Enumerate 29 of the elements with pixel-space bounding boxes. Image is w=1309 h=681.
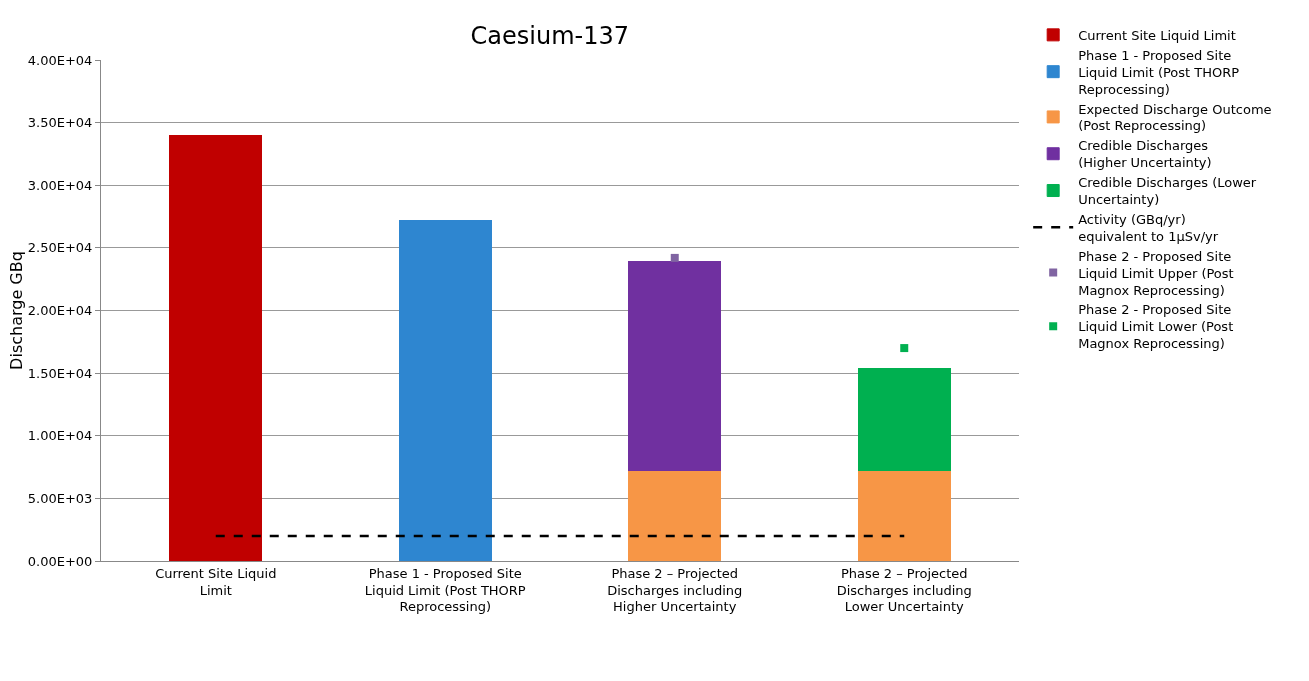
bar — [857, 367, 951, 472]
x-tick-label: Phase 2 – Projected Discharges including Lower Uncertainty — [836, 565, 972, 615]
chart-title: Caesium-137 — [470, 22, 630, 51]
legend-label: Activity (GBq/yr) equivalent to 1µSv/yr — [1078, 211, 1219, 244]
legend-label: Phase 2 - Proposed Site Liquid Limit Lower (Post Magnox Reprocessing) — [1078, 302, 1234, 352]
legend-label: Credible Discharges (Higher Uncertainty) — [1078, 138, 1212, 171]
bar — [628, 470, 722, 561]
y-tick-label: 2.50E+04 — [27, 240, 93, 256]
x-tick-label: Phase 2 – Projected Discharges including Higher Uncertainty — [607, 565, 743, 615]
y-tick-label: 1.00E+04 — [27, 428, 93, 444]
legend-label: Credible Discharges (Lower Uncertainty) — [1078, 175, 1257, 208]
y-tick-label: 0.00E+00 — [27, 553, 93, 569]
legend-label: Phase 1 - Proposed Site Liquid Limit (Post THORP Reprocessing) — [1078, 47, 1240, 97]
x-tick-label: Phase 1 - Proposed Site Liquid Limit (Post THORP Reprocessing) — [364, 565, 526, 615]
x-tick-label: Current Site Liquid Limit — [155, 565, 277, 598]
y-tick-label: 5.00E+03 — [27, 490, 93, 506]
y-tick-label: 2.00E+04 — [27, 303, 93, 319]
bar — [169, 134, 263, 561]
y-tick-label: 1.50E+04 — [27, 365, 93, 381]
y-tick-label: 4.00E+04 — [27, 52, 93, 68]
bar — [398, 219, 492, 561]
legend-label: Expected Discharge Outcome (Post Reprocessing) — [1078, 101, 1272, 134]
legend-label: Current Site Liquid Limit — [1078, 27, 1236, 43]
bar — [857, 470, 951, 561]
y-tick-label: 3.00E+04 — [27, 177, 93, 193]
legend-label: Phase 2 - Proposed Site Liquid Limit Upper (Post Magnox Reprocessing) — [1078, 248, 1234, 298]
y-tick-label: 3.50E+04 — [27, 115, 93, 131]
y-axis-title: Discharge GBq — [6, 251, 26, 370]
bar — [628, 261, 722, 472]
